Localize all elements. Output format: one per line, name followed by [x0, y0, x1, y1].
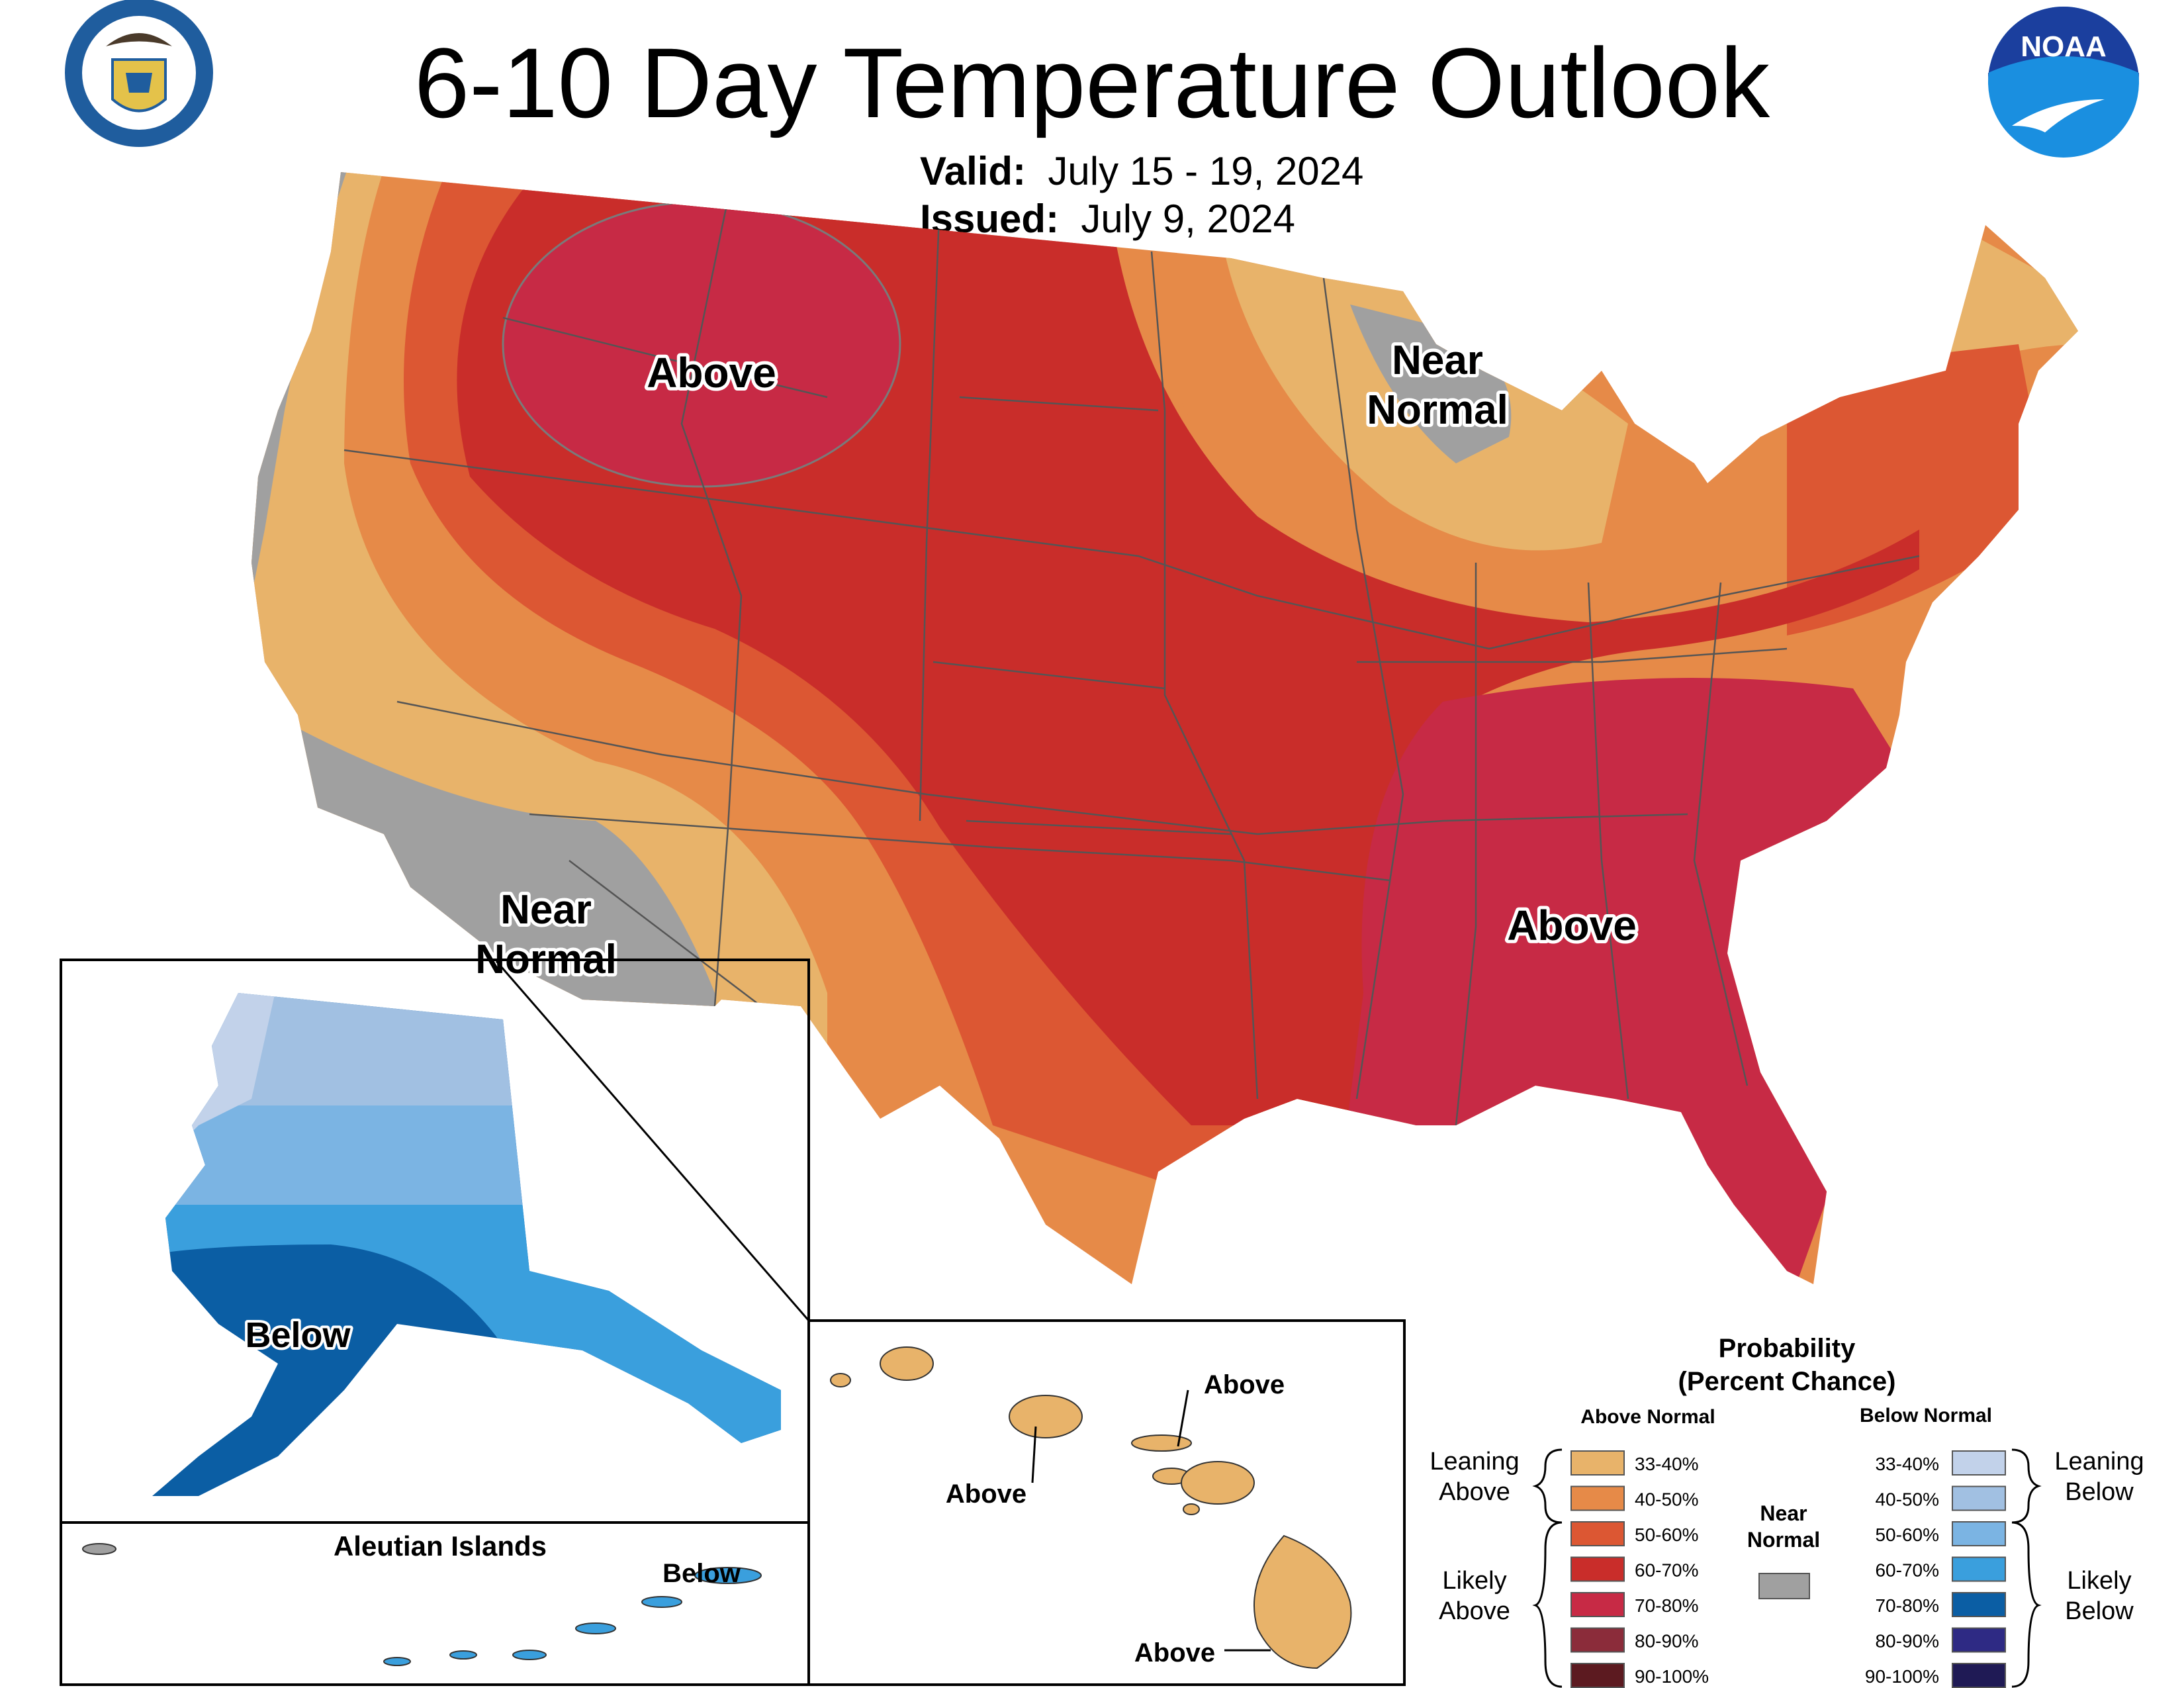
probability-legend: Probability (Percent Chance) Above Norma… [1430, 1334, 2144, 1688]
legend-below-bin-swatch [1952, 1592, 2006, 1617]
legend-above-bin-swatch [1570, 1663, 1625, 1688]
hawaii-callout-lines [1031, 1389, 1271, 1652]
legend-below-bin-swatch [1952, 1556, 2006, 1582]
legend-below-bin-label: 50-60% [1875, 1524, 1939, 1545]
hawaii-islands-shapes [830, 1346, 1352, 1669]
aleutian-islands-shapes [82, 1543, 762, 1666]
legend-above-bin-swatch [1570, 1521, 1625, 1546]
legend-leaning-above-1: Leaning [1430, 1448, 1519, 1476]
valid-dates: July 15 - 19, 2024 [1048, 149, 1364, 193]
legend-below-bin-swatch [1952, 1663, 2006, 1688]
label-near-southwest: Near [500, 887, 592, 933]
legend-above-bin-label: 70-80% [1635, 1595, 1699, 1616]
issued-date: July 9, 2024 [1081, 197, 1295, 241]
zone-33-40-above-maine [1906, 199, 2078, 371]
department-of-commerce-seal [65, 0, 213, 147]
legend-subtitle: (Percent Chance) [1678, 1367, 1896, 1396]
legend-above-bins: 33-40% 40-50% 50-60% 60-70% 70-80% 80-90% 90-1… [1570, 1450, 1709, 1688]
legend-above-header: Above Normal [1580, 1406, 1715, 1428]
legend-below-bin-label: 70-80% [1875, 1595, 1939, 1616]
legend-above-bin-label: 80-90% [1635, 1631, 1699, 1652]
legend-likely-above-2: Above [1439, 1597, 1510, 1625]
legend-above-bin-swatch [1570, 1556, 1625, 1582]
valid-label: Valid: [920, 149, 1026, 193]
legend-below-bin-swatch [1952, 1450, 2006, 1476]
legend-likely-below-1: Likely [2067, 1567, 2131, 1595]
legend-likely-above-1: Likely [1442, 1567, 1506, 1595]
zone-70-80-above-southeast [1324, 678, 1919, 1284]
legend-braces [1532, 1448, 2042, 1688]
legend-below-bin-label: 90-100% [1865, 1666, 1939, 1687]
legend-leaning-below-2: Below [2065, 1478, 2134, 1506]
legend-near-label-2: Normal [1747, 1528, 1820, 1552]
map-title: 6-10 Day Temperature Outlook [414, 27, 1770, 138]
legend-leaning-above-2: Above [1439, 1478, 1510, 1506]
legend-above-bin-label: 60-70% [1635, 1560, 1699, 1581]
legend-below-bin-label: 33-40% [1875, 1454, 1939, 1474]
noaa-logo: NOAA [1988, 7, 2139, 158]
legend-above-bin-label: 33-40% [1635, 1454, 1699, 1474]
zone-50-60-above-northeast [1787, 344, 2052, 635]
noaa-logo-top-band [1988, 7, 2139, 82]
legend-leaning-below-1: Leaning [2054, 1448, 2144, 1476]
legend-above-bin-label: 90-100% [1635, 1666, 1709, 1687]
legend-below-bin-label: 40-50% [1875, 1489, 1939, 1510]
label-above-big-island: Above [1134, 1638, 1215, 1667]
legend-above-bin-swatch [1570, 1485, 1625, 1511]
label-above-southeast: Above [1507, 902, 1637, 949]
alaska-map [152, 993, 781, 1496]
legend-above-bin-swatch [1570, 1450, 1625, 1476]
legend-below-bin-swatch [1952, 1627, 2006, 1653]
legend-below-bin-label: 80-90% [1875, 1631, 1939, 1652]
label-normal-great-lakes: Normal [1367, 387, 1508, 433]
legend-below-bin-label: 60-70% [1875, 1560, 1939, 1581]
label-below-alaska: Below [245, 1315, 351, 1355]
valid-dates-line: Valid: July 15 - 19, 2024 [920, 148, 1363, 195]
hawaii-inset-frame [807, 1319, 1406, 1686]
seal-ship-icon [126, 73, 152, 93]
legend-above-bin-swatch [1570, 1592, 1625, 1617]
legend-below-bin-swatch [1952, 1521, 2006, 1546]
zone-70-80-above-northern-rockies [502, 201, 901, 488]
legend-above-bin-swatch [1570, 1627, 1625, 1653]
seal-eagle-icon [106, 33, 172, 46]
legend-above-bin-label: 40-50% [1635, 1489, 1699, 1510]
legend-below-header: Below Normal [1860, 1405, 1992, 1427]
legend-below-bins: 33-40% 40-50% 50-60% 60-70% 70-80% 80-90% 90-1… [1865, 1450, 2006, 1688]
legend-likely-below-2: Below [2065, 1597, 2134, 1625]
legend-near-normal-swatch [1758, 1573, 1810, 1599]
label-above-hawaii-north: Above [1204, 1370, 1285, 1399]
noaa-logo-text: NOAA [2021, 30, 2107, 63]
label-above-oahu: Above [946, 1479, 1026, 1509]
alaska-callout-line [495, 961, 810, 1321]
legend-below-bin-swatch [1952, 1485, 2006, 1511]
label-below-aleutian: Below [662, 1559, 741, 1588]
legend-title: Probability [1719, 1334, 1856, 1363]
aleutian-islands-title: Aleutian Islands [334, 1530, 547, 1562]
label-above-northwest: Above [647, 349, 776, 397]
noaa-gull-icon [2012, 99, 2105, 132]
state-borders [343, 198, 1920, 1126]
label-near-great-lakes: Near [1392, 338, 1483, 383]
legend-above-bin-label: 50-60% [1635, 1524, 1699, 1545]
legend-near-label-1: Near [1760, 1501, 1807, 1525]
